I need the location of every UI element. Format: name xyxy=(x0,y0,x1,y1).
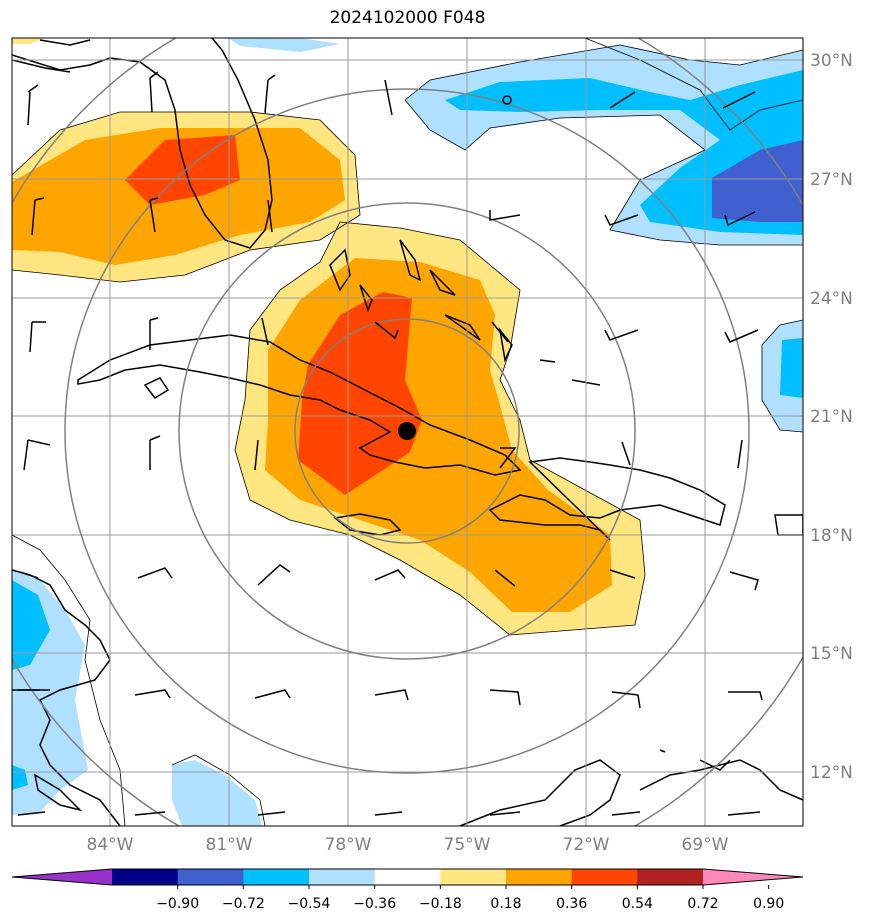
fill-blob-top-lightblue xyxy=(228,38,340,52)
colorbar-segments xyxy=(11,868,804,886)
colorbar-segment xyxy=(177,869,244,885)
colorbar-extend-low xyxy=(12,869,112,885)
lon-label: 75°W xyxy=(444,835,491,855)
map-title: 2024102000 F048 xyxy=(329,8,486,28)
lat-label: 15°N xyxy=(810,644,853,664)
thin-contour-lines xyxy=(12,38,803,826)
colorbar-segment xyxy=(374,869,441,885)
lat-label: 24°N xyxy=(810,289,853,309)
coastlines xyxy=(12,38,803,826)
fill-blob-southwest-cyan xyxy=(12,580,50,670)
range-ring-2 xyxy=(178,202,636,660)
fill-blob-southwest-cyan2 xyxy=(12,765,28,790)
coast-hispaniola xyxy=(488,457,726,541)
colorbar-segment xyxy=(440,869,507,885)
colorbar-tick-label: −0.72 xyxy=(222,896,265,912)
fill-blob-top-yellow xyxy=(12,38,45,44)
small-marker-circle xyxy=(502,95,512,105)
lon-label: 81°W xyxy=(206,835,253,855)
range-rings xyxy=(12,38,803,826)
colorbar-tick-label: −0.18 xyxy=(419,896,462,912)
colorbar-tick-label: −0.90 xyxy=(156,896,199,912)
fill-blob-cuba-red xyxy=(298,292,422,495)
coast-cuba xyxy=(77,334,522,476)
colorbar-tick-label: 0.54 xyxy=(622,896,653,912)
fill-blob-east-cyan xyxy=(780,338,803,398)
latitude-labels: 30°N 27°N 24°N 21°N 18°N 15°N 12°N xyxy=(810,51,853,783)
lon-label: 72°W xyxy=(563,835,610,855)
range-ring-1 xyxy=(294,318,520,544)
colorbar-segment xyxy=(506,869,573,885)
range-ring-3 xyxy=(64,88,750,774)
colorbar-segment xyxy=(637,869,704,885)
storm-center-marker xyxy=(398,422,416,440)
lat-label: 18°N xyxy=(810,526,853,546)
colorbar-tick-label: 0.90 xyxy=(753,896,784,912)
wind-barbs xyxy=(17,71,763,816)
fill-blob-gulf-red xyxy=(125,135,240,205)
map-frame xyxy=(11,37,804,827)
lon-label: 69°W xyxy=(682,835,729,855)
colorbar-segment xyxy=(243,869,310,885)
lat-label: 27°N xyxy=(810,170,853,190)
lon-label: 78°W xyxy=(325,835,372,855)
colorbar-tick-label: −0.54 xyxy=(288,896,331,912)
colorbar-segment xyxy=(309,869,376,885)
colorbar: −0.90 −0.72 −0.54 −0.36 −0.18 0.18 0.36 0.54 0.7… xyxy=(11,868,804,912)
colorbar-ticks: −0.90 −0.72 −0.54 −0.36 −0.18 0.18 0.36 0.54 0.7… xyxy=(156,885,784,912)
coast-central-america xyxy=(12,569,121,826)
colorbar-tick-label: 0.72 xyxy=(687,896,718,912)
fill-blob-south-lightblue xyxy=(172,760,262,826)
lat-lon-gridlines xyxy=(12,38,803,826)
colorbar-tick-label: 0.36 xyxy=(556,896,587,912)
colorbar-outline xyxy=(11,868,804,886)
coast-south-america xyxy=(459,759,621,826)
longitude-labels: 84°W 81°W 78°W 75°W 72°W 69°W xyxy=(87,835,729,855)
colorbar-segment xyxy=(112,869,179,885)
colorbar-extend-high xyxy=(703,869,803,885)
colorbar-segment xyxy=(571,869,638,885)
lat-label: 21°N xyxy=(810,407,853,427)
fill-blob-atlantic-darkblue xyxy=(712,140,803,222)
coast-jamaica xyxy=(333,513,402,536)
lat-label: 30°N xyxy=(810,51,853,71)
lon-label: 84°W xyxy=(87,835,134,855)
colorbar-tick-label: −0.36 xyxy=(353,896,396,912)
lat-label: 12°N xyxy=(810,763,853,783)
colorbar-tick-label: 0.18 xyxy=(490,896,521,912)
